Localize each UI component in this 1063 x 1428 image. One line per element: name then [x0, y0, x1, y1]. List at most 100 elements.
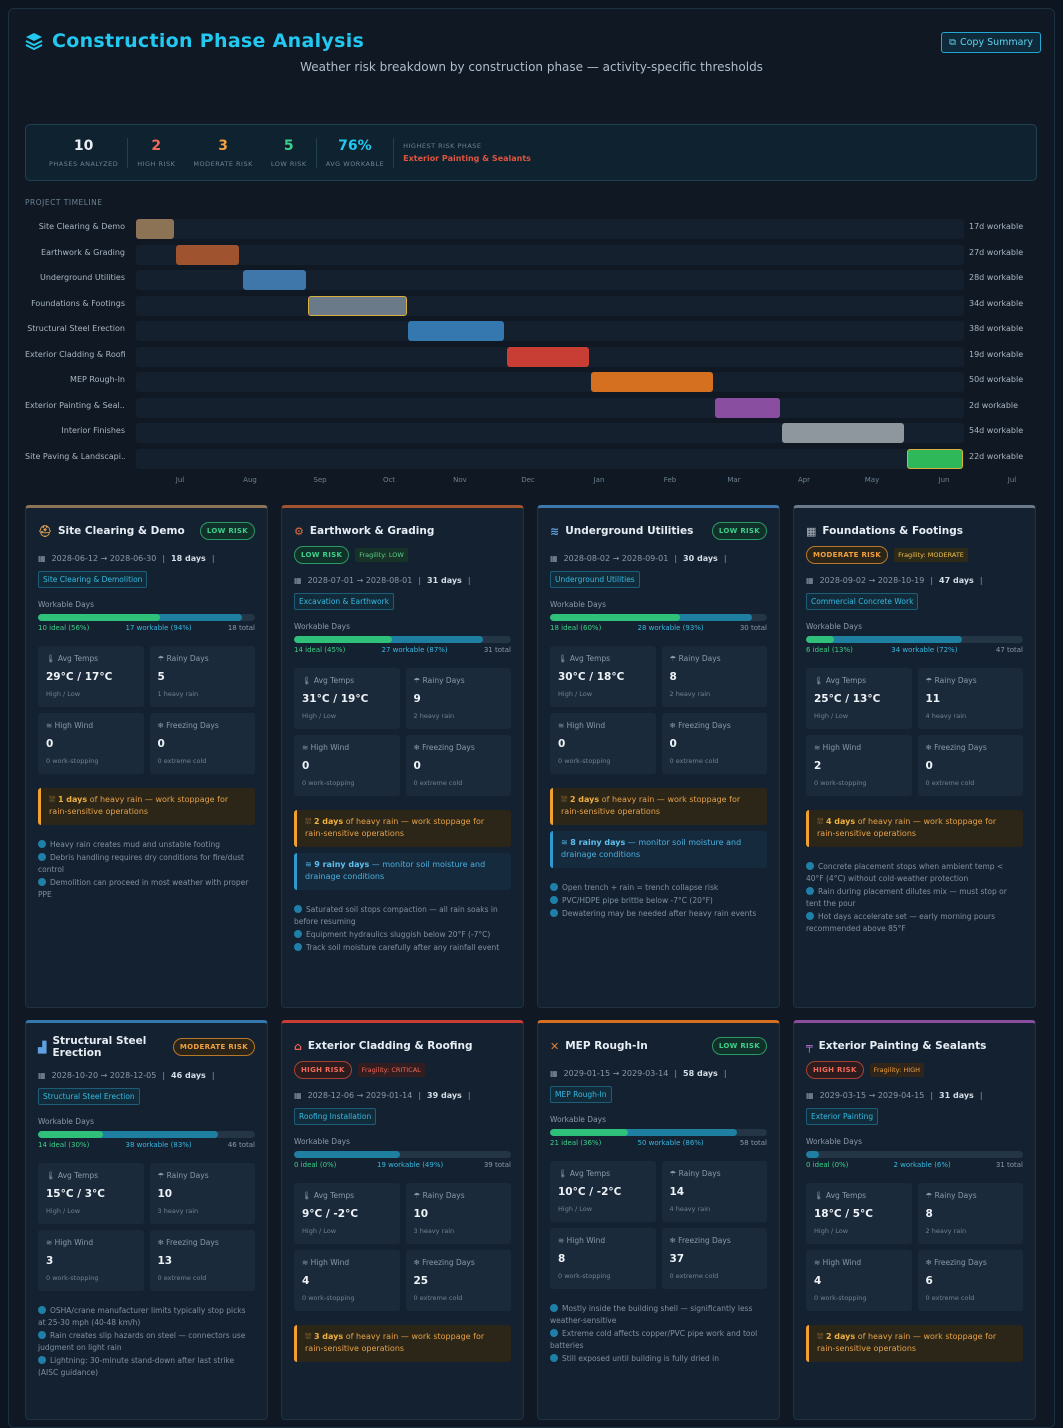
stat-label: PHASES ANALYZED	[49, 159, 119, 168]
stat-value: 9°C / -2°C	[302, 1208, 359, 1220]
stat-cell: ☂ Rainy Days 10 3 heavy rain	[405, 1183, 511, 1244]
stat-label: AVG WORKABLE	[325, 159, 385, 168]
timeline-track	[136, 346, 964, 367]
ideal-count: 14 ideal (45%)	[294, 646, 346, 654]
timeline-bar[interactable]	[408, 321, 505, 341]
stat-value: 4	[302, 1275, 310, 1287]
rain-icon: ⛆	[561, 795, 570, 804]
stat-heading-text: Avg Temps	[57, 654, 99, 663]
snowflake-icon: ❄	[413, 1258, 423, 1267]
stat-cell: ☂ Rainy Days 9 2 heavy rain	[405, 668, 511, 729]
stat-sub: 0 extreme cold	[157, 1274, 207, 1282]
stat-cell: ≋ High Wind 0 0 work-stopping	[550, 713, 656, 774]
alert-text: of heavy rain — work stoppage for rain-s…	[817, 817, 997, 839]
note-item: Equipment hydraulics sluggish below 20°F…	[294, 929, 511, 941]
alert-text: — monitor soil moisture and drainage con…	[561, 837, 742, 860]
stat-cell: ❄ Freezing Days 37 0 extreme cold	[661, 1228, 767, 1289]
date-text: 2028-08-02 → 2028-09-01	[563, 554, 669, 563]
stat-cell: 🌡 Avg Temps 25°C / 13°C High / Low	[806, 668, 912, 729]
card-title: Foundations & Footings	[822, 525, 963, 537]
stat-heading: ❄ Freezing Days	[158, 1238, 248, 1247]
alert-strong: 9 rainy days	[314, 859, 370, 869]
month-label: Apr	[797, 476, 811, 484]
workable-count: 19 workable (49%)	[377, 1161, 444, 1169]
stat-value: 0	[302, 760, 310, 772]
stat-heading-text: Avg Temps	[569, 654, 611, 663]
timeline-phase-name: Exterior Painting & Seal...	[25, 400, 125, 410]
roof-icon: ⌂	[294, 1039, 302, 1053]
timeline-track	[136, 423, 964, 443]
stat-value: 13	[157, 1255, 173, 1267]
stat-heading-text: Freezing Days	[678, 721, 731, 730]
timeline-track	[136, 372, 964, 392]
stat-cell: ❄ Freezing Days 0 0 extreme cold	[405, 735, 511, 796]
stat-heading-text: Rainy Days	[422, 1191, 465, 1200]
stat-heading: ≋ High Wind	[302, 1258, 392, 1267]
stat-heading: ≋ High Wind	[302, 743, 392, 752]
stat-value: 25	[413, 1275, 429, 1287]
page-title: Construction Phase Analysis	[24, 30, 1039, 52]
timeline-bar[interactable]	[714, 397, 781, 418]
stat-cell: 🌡 Avg Temps 18°C / 5°C High / Low	[806, 1183, 912, 1244]
info-icon	[38, 877, 46, 886]
info-icon	[806, 886, 814, 895]
phase-card: ✕ MEP Rough-In LOW RISK ▦ 2029-01-15 → 2029-…	[537, 1020, 780, 1420]
timeline-bar[interactable]	[781, 423, 905, 443]
copy-summary-button[interactable]: ⧉ Copy Summary	[941, 32, 1041, 53]
fragility-badge: Fragility: LOW	[355, 548, 408, 562]
stat-heading: 🌡 Avg Temps	[814, 676, 904, 685]
note-item: Track soil moisture carefully after any …	[294, 942, 511, 954]
ideal-count: 14 ideal (30%)	[38, 1141, 90, 1149]
timeline-bar[interactable]	[242, 270, 306, 290]
stat-sub: 0 extreme cold	[925, 779, 975, 787]
stat-heading: ❄ Freezing Days	[926, 743, 1016, 752]
stat-value: 0	[558, 738, 566, 750]
stat-phases: 10 PHASES ANALYZED	[40, 138, 127, 168]
timeline-bar[interactable]	[136, 219, 175, 239]
note-text: Rain creates slip hazards on steel — con…	[38, 1331, 246, 1352]
stat-sub: 0 extreme cold	[157, 757, 207, 765]
timeline-bar[interactable]	[506, 346, 589, 367]
rain-cloud-icon: ☂	[925, 1191, 935, 1200]
workable-count: 2 workable (6%)	[893, 1161, 951, 1169]
note-text: Hot days accelerate set — early morning …	[806, 911, 996, 933]
timeline-bar[interactable]	[308, 295, 407, 316]
stat-sub: 0 work-stopping	[302, 779, 355, 787]
card-header: ▦ Foundations & Footings	[806, 520, 1023, 542]
activity-tag: Site Clearing & Demolition	[38, 571, 148, 588]
stat-cell: ☂ Rainy Days 10 3 heavy rain	[149, 1163, 255, 1224]
note-text: Track soil moisture carefully after any …	[306, 942, 500, 952]
workable-days-label: Workable Days	[806, 622, 863, 631]
alert-strong: 2 days	[313, 817, 344, 826]
info-icon	[38, 839, 46, 848]
stat-heading: ☂ Rainy Days	[926, 1191, 1016, 1200]
timeline-phase-name: Exterior Cladding & Roofi...	[25, 349, 125, 359]
info-icon	[38, 1306, 46, 1314]
card-badges: MODERATE RISK Fragility: MODERATE	[806, 546, 1023, 564]
stat-heading-text: Avg Temps	[825, 1191, 867, 1200]
phase-card: ⛑ Site Clearing & Demo LOW RISK ▦ 2028-06-12…	[25, 505, 268, 1008]
alert-strong: 3 days	[313, 1332, 344, 1341]
timeline-bar[interactable]	[590, 372, 714, 392]
stat-sub: 0 work-stopping	[558, 757, 611, 765]
stat-heading-text: Freezing Days	[934, 743, 987, 752]
timeline-bar[interactable]	[175, 244, 240, 265]
stat-heading: ☂ Rainy Days	[414, 676, 504, 685]
workable-numbers: 0 ideal (0%) 2 workable (6%) 31 total	[806, 1161, 1023, 1169]
note-text: OSHA/crane manufacturer limits typically…	[38, 1306, 246, 1327]
info-icon	[294, 929, 302, 938]
duration: 31 days	[939, 1091, 974, 1100]
separator: |	[467, 576, 471, 585]
stat-low: 5 LOW RISK	[262, 138, 316, 168]
month-label: Nov	[453, 476, 467, 484]
stat-heading-text: Rainy Days	[166, 654, 209, 663]
stat-label: HIGH RISK	[137, 159, 176, 168]
stat-sub: 0 work-stopping	[558, 1272, 611, 1280]
stat-heading-text: Rainy Days	[422, 676, 465, 685]
alert-strong: 4 days	[825, 817, 856, 826]
card-title: Underground Utilities	[565, 525, 694, 537]
stat-heading-text: Rainy Days	[166, 1171, 209, 1180]
timeline-phase-name: Earthwork & Grading	[41, 247, 125, 257]
stat-value: 0	[46, 738, 54, 750]
timeline-bar[interactable]	[906, 448, 964, 469]
